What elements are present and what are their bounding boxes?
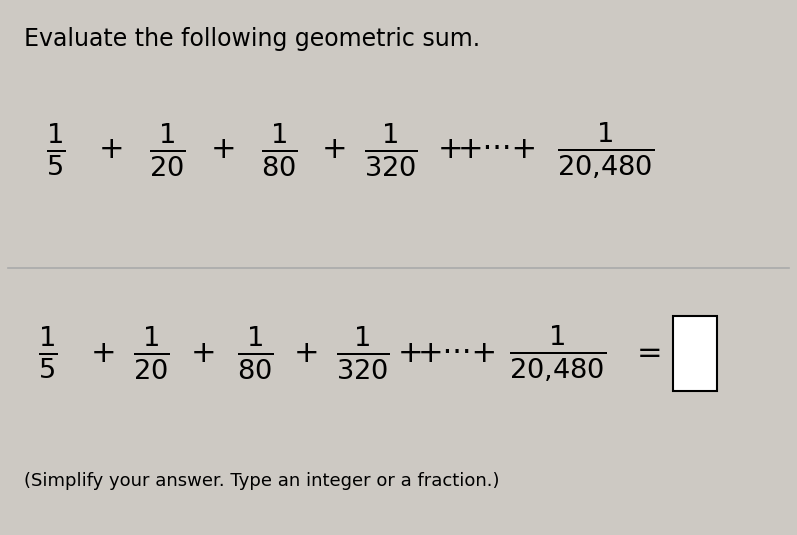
Text: $\frac{1}{5}$: $\frac{1}{5}$ <box>46 122 65 178</box>
Text: +: + <box>398 339 423 368</box>
Text: +: + <box>210 135 236 164</box>
Text: +: + <box>438 135 463 164</box>
Text: $\frac{1}{320}$: $\frac{1}{320}$ <box>363 121 418 178</box>
Text: $\frac{1}{20{,}480}$: $\frac{1}{20{,}480}$ <box>509 323 607 383</box>
Text: +···+: +···+ <box>418 339 498 368</box>
Text: (Simplify your answer. Type an integer or a fraction.): (Simplify your answer. Type an integer o… <box>24 472 500 491</box>
Text: $\frac{1}{80}$: $\frac{1}{80}$ <box>261 121 297 178</box>
Text: $\frac{1}{5}$: $\frac{1}{5}$ <box>38 325 57 381</box>
Text: +: + <box>294 339 320 368</box>
Text: Evaluate the following geometric sum.: Evaluate the following geometric sum. <box>24 27 480 51</box>
Text: +: + <box>91 339 116 368</box>
Text: +: + <box>99 135 124 164</box>
Bar <box>673 316 717 391</box>
Text: $\frac{1}{20}$: $\frac{1}{20}$ <box>133 325 170 381</box>
Text: =: = <box>637 339 662 368</box>
Text: +···+: +···+ <box>458 135 538 164</box>
Text: +: + <box>190 339 216 368</box>
Text: $\frac{1}{20{,}480}$: $\frac{1}{20{,}480}$ <box>557 120 654 180</box>
Text: $\frac{1}{80}$: $\frac{1}{80}$ <box>237 325 273 381</box>
Text: $\frac{1}{320}$: $\frac{1}{320}$ <box>336 325 390 381</box>
Text: +: + <box>322 135 347 164</box>
Text: $\frac{1}{20}$: $\frac{1}{20}$ <box>149 121 186 178</box>
